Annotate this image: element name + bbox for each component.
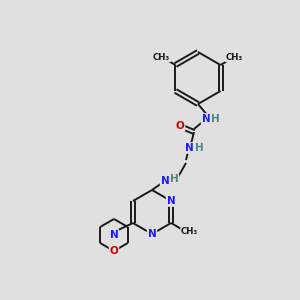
Text: CH₃: CH₃ (153, 52, 170, 62)
Text: H: H (169, 174, 178, 184)
Text: CH₃: CH₃ (226, 52, 243, 62)
Text: O: O (176, 121, 184, 131)
Text: CH₃: CH₃ (181, 227, 198, 236)
Text: H: H (211, 114, 219, 124)
Text: N: N (167, 196, 176, 206)
Text: N: N (202, 114, 210, 124)
Text: N: N (148, 229, 156, 239)
Text: N: N (160, 176, 169, 186)
Text: O: O (110, 246, 118, 256)
Text: N: N (184, 143, 194, 153)
Text: N: N (110, 230, 118, 240)
Text: H: H (195, 143, 203, 153)
